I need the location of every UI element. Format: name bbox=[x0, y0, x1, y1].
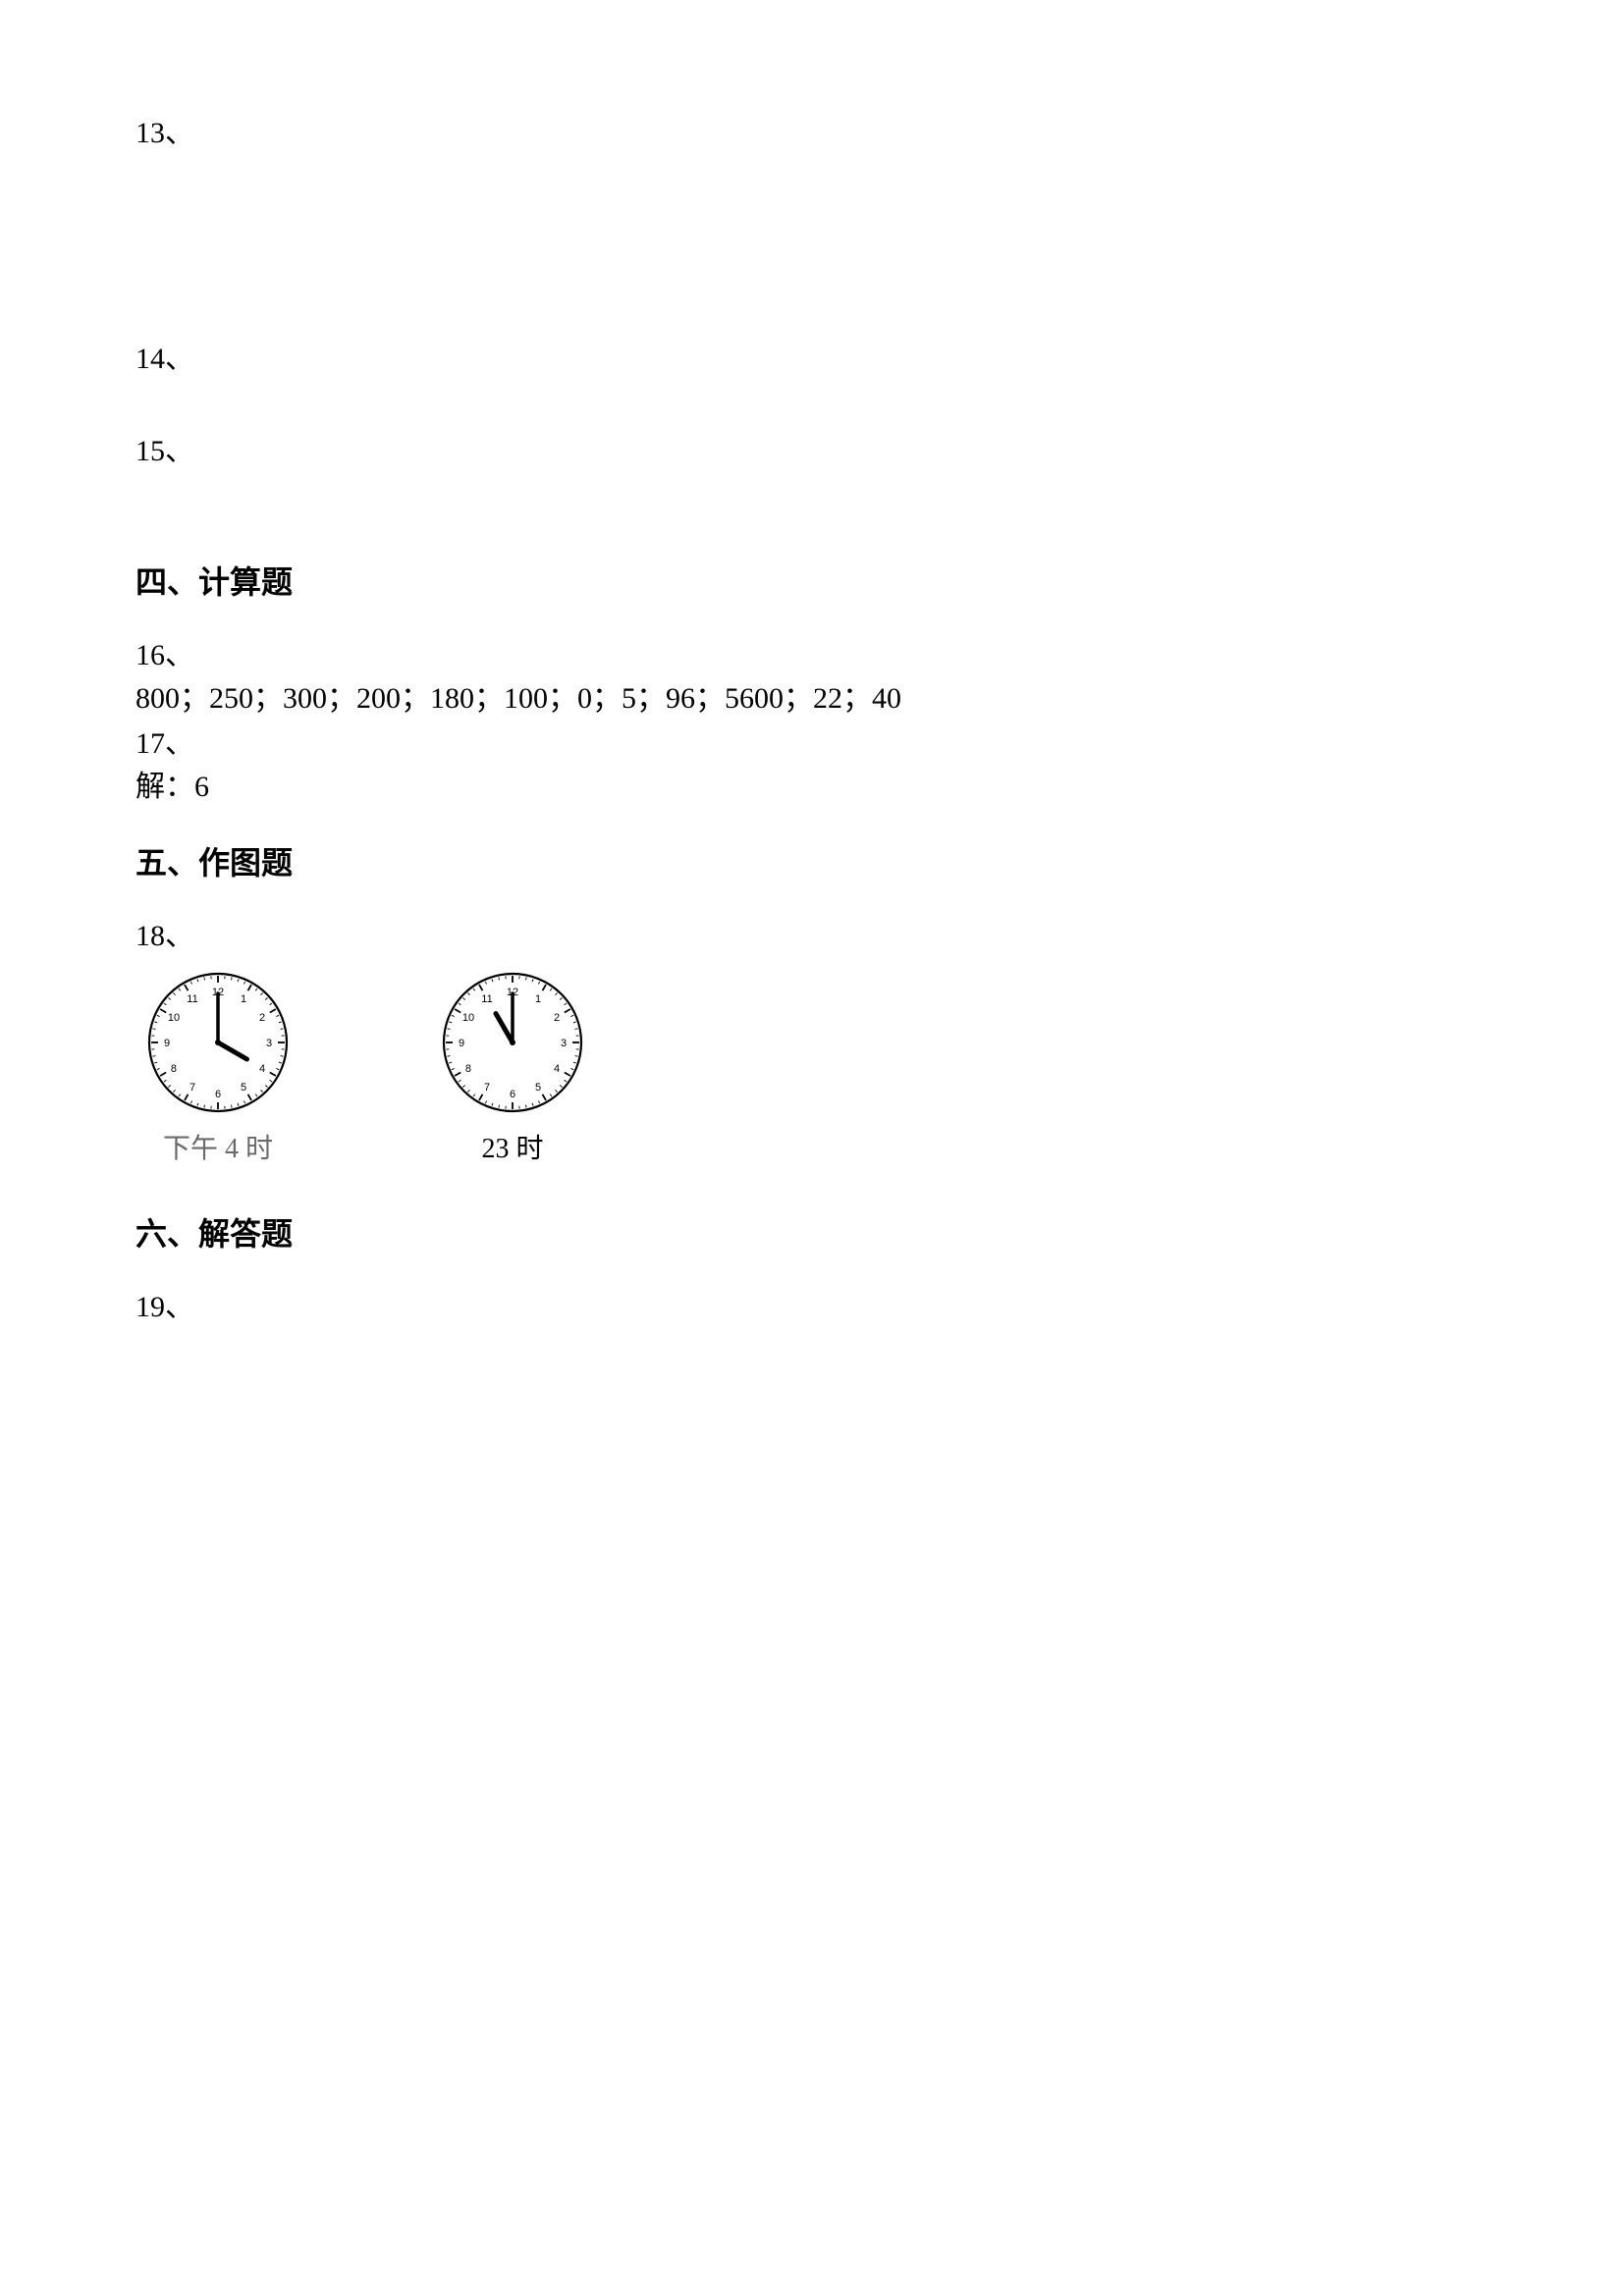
clock-left: 123456789101112 bbox=[139, 964, 297, 1121]
svg-text:10: 10 bbox=[462, 1012, 474, 1024]
spacer bbox=[135, 883, 1489, 911]
clock-right: 123456789101112 bbox=[434, 964, 591, 1121]
svg-text:4: 4 bbox=[259, 1063, 265, 1075]
svg-text:5: 5 bbox=[535, 1082, 541, 1094]
section-heading-draw: 五、作图题 bbox=[135, 838, 1489, 883]
clock-left-caption: 下午 4 时 bbox=[163, 1127, 273, 1166]
svg-text:3: 3 bbox=[561, 1038, 567, 1049]
question-number-16: 16、 bbox=[135, 630, 1489, 673]
clock-left-block: 123456789101112 下午 4 时 bbox=[139, 964, 297, 1166]
svg-text:8: 8 bbox=[171, 1063, 177, 1075]
spacer bbox=[135, 1255, 1489, 1282]
svg-text:8: 8 bbox=[465, 1063, 471, 1075]
spacer bbox=[135, 151, 1489, 334]
svg-text:1: 1 bbox=[241, 993, 246, 1005]
clocks-row: 123456789101112 下午 4 时 123456789101112 2… bbox=[139, 964, 1489, 1166]
svg-text:1: 1 bbox=[535, 993, 541, 1005]
svg-text:2: 2 bbox=[259, 1012, 265, 1024]
svg-text:10: 10 bbox=[168, 1012, 180, 1024]
question-number-13: 13、 bbox=[135, 108, 1489, 151]
question-number-14: 14、 bbox=[135, 334, 1489, 377]
spacer bbox=[135, 377, 1489, 426]
svg-text:5: 5 bbox=[241, 1082, 246, 1094]
svg-text:2: 2 bbox=[554, 1012, 560, 1024]
spacer bbox=[135, 469, 1489, 558]
svg-text:6: 6 bbox=[215, 1089, 221, 1100]
spacer bbox=[135, 805, 1489, 838]
svg-text:9: 9 bbox=[459, 1038, 464, 1049]
section-heading-solve: 六、解答题 bbox=[135, 1209, 1489, 1255]
svg-text:3: 3 bbox=[266, 1038, 272, 1049]
question-number-15: 15、 bbox=[135, 426, 1489, 469]
spacer bbox=[135, 1166, 1489, 1209]
svg-text:11: 11 bbox=[481, 993, 492, 1005]
svg-text:6: 6 bbox=[510, 1089, 515, 1100]
question-number-19: 19、 bbox=[135, 1282, 1489, 1325]
svg-text:11: 11 bbox=[187, 993, 197, 1005]
svg-text:7: 7 bbox=[189, 1082, 195, 1094]
svg-text:4: 4 bbox=[554, 1063, 560, 1075]
clock-right-caption: 23 时 bbox=[481, 1127, 543, 1166]
section-heading-calc: 四、计算题 bbox=[135, 558, 1489, 603]
spacer bbox=[135, 603, 1489, 630]
page: 13、 14、 15、 四、计算题 16、 800；250；300；200；18… bbox=[0, 0, 1624, 2296]
question-number-17: 17、 bbox=[135, 719, 1489, 762]
clock-right-block: 123456789101112 23 时 bbox=[434, 964, 591, 1166]
svg-text:7: 7 bbox=[484, 1082, 490, 1094]
svg-text:9: 9 bbox=[164, 1038, 170, 1049]
answer-16: 800；250；300；200；180；100；0；5；96；5600；22；4… bbox=[135, 673, 1489, 717]
answer-17: 解：6 bbox=[135, 762, 1489, 805]
question-number-18: 18、 bbox=[135, 911, 1489, 954]
